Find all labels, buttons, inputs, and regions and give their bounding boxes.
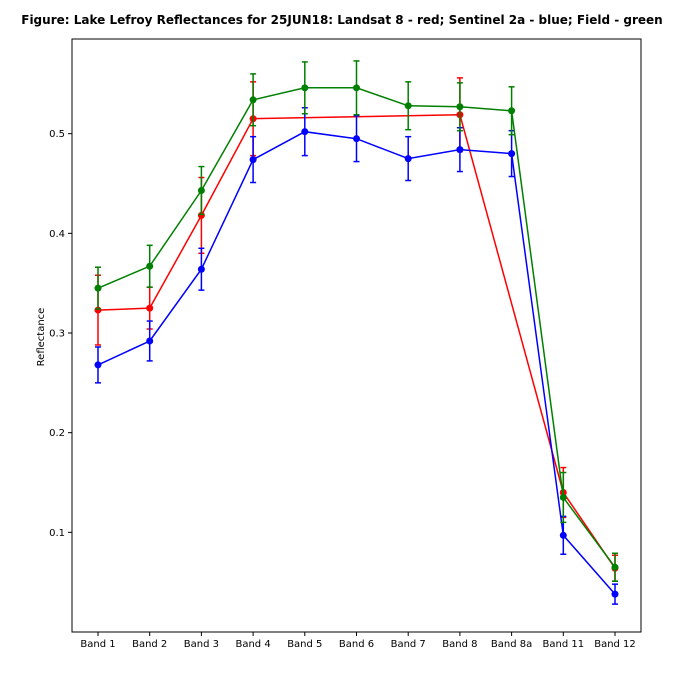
data-point [353, 84, 360, 92]
data-point [249, 156, 257, 164]
y-tick-label: 0.2 [49, 428, 65, 439]
data-point [456, 103, 464, 111]
y-tick-label: 0.1 [49, 528, 65, 539]
y-tick-label: 0.3 [49, 329, 65, 340]
data-point [146, 337, 154, 345]
y-axis-label: Reflectance [36, 308, 47, 367]
x-tick-label: Band 8 [442, 639, 477, 650]
data-point [404, 102, 412, 110]
data-point [456, 146, 464, 154]
data-point [301, 128, 309, 136]
x-tick-label: Band 11 [543, 639, 585, 650]
data-point [611, 563, 619, 571]
data-point [94, 306, 102, 314]
data-point [197, 186, 205, 194]
data-point [146, 262, 154, 270]
data-point [249, 96, 257, 104]
data-point [508, 107, 516, 115]
data-point [508, 150, 516, 158]
plot-area: Band 1 Band 2 Band 3 Band 4 Band 5 Band 6 Band… [49, 60, 636, 650]
x-tick-label: Band 4 [235, 639, 270, 650]
data-point [94, 361, 102, 369]
x-tick-label: Band 8a [491, 639, 532, 650]
data-point [559, 531, 567, 539]
x-tick-label: Band 7 [391, 639, 426, 650]
data-point [94, 284, 102, 292]
data-point [559, 493, 567, 501]
data-point [197, 265, 205, 273]
data-point [197, 211, 205, 219]
plot-frame [71, 38, 642, 633]
x-tick-label: Band 12 [594, 639, 636, 650]
y-tick-label: 0.5 [49, 129, 65, 140]
y-tick-label: 0.4 [49, 229, 65, 240]
data-point [301, 84, 309, 92]
chart-title: Figure: Lake Lefroy Reflectances for 25J… [21, 13, 662, 27]
data-point [611, 590, 619, 598]
x-tick-label: Band 1 [80, 639, 115, 650]
data-point [404, 155, 412, 163]
x-tick-label: Band 2 [132, 639, 167, 650]
x-tick-label: Band 5 [287, 639, 322, 650]
x-tick-label: Band 6 [339, 639, 374, 650]
data-point [353, 135, 360, 143]
x-tick-label: Band 3 [184, 639, 219, 650]
data-point [146, 304, 154, 312]
